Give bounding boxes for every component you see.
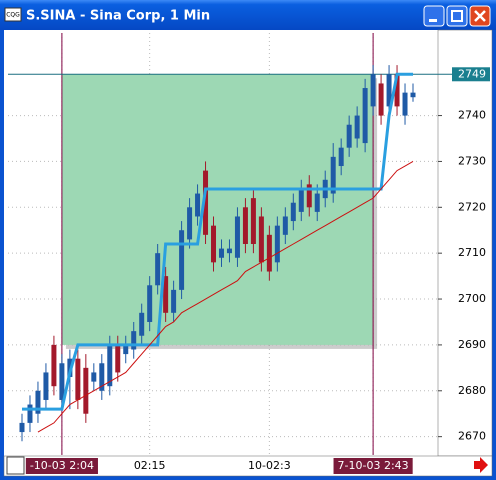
indicator-line xyxy=(22,72,413,411)
candle-body xyxy=(75,358,81,400)
y-tick-label: 2730 xyxy=(458,154,486,167)
price-axis xyxy=(437,29,493,457)
candle-body xyxy=(99,363,105,391)
candle-body xyxy=(139,312,145,336)
candle-body xyxy=(386,74,392,107)
candle-body xyxy=(171,289,177,313)
candle-body xyxy=(107,344,113,387)
close-button[interactable] xyxy=(469,5,491,27)
app-icon xyxy=(4,7,22,22)
candle-body xyxy=(258,216,264,263)
candle-body xyxy=(242,207,248,244)
y-tick-label: 2680 xyxy=(458,384,486,397)
candle-body xyxy=(203,170,209,235)
candle-body xyxy=(155,253,161,286)
candle-body xyxy=(250,198,256,244)
minimize-button[interactable] xyxy=(423,5,445,27)
candle-body xyxy=(43,372,49,400)
candle-body xyxy=(354,115,360,139)
app-icon-text: CQG xyxy=(6,12,20,19)
candle-body xyxy=(91,372,97,382)
y-tick-label: 2690 xyxy=(458,338,486,351)
candle-body xyxy=(163,276,169,313)
title-bar xyxy=(0,0,496,30)
candle-body xyxy=(211,225,217,263)
candle-body xyxy=(402,92,408,116)
scroll-arrow[interactable] xyxy=(474,457,488,473)
candle-body xyxy=(362,88,368,144)
candle-body xyxy=(306,184,312,208)
maximize-button[interactable] xyxy=(446,5,468,27)
candle-body xyxy=(394,74,400,107)
y-tick-label: 2720 xyxy=(458,200,486,213)
candle-body xyxy=(131,331,137,350)
candle-body xyxy=(218,248,224,258)
candle-body xyxy=(298,188,304,212)
candle-body xyxy=(147,285,153,322)
candle-body xyxy=(59,363,65,400)
candle-body xyxy=(35,390,41,414)
candle-body xyxy=(338,147,344,167)
candle-body xyxy=(330,156,336,194)
y-tick-label: 2670 xyxy=(458,430,486,443)
candle-body xyxy=(266,234,272,272)
last-price-label: 2749 xyxy=(458,67,486,80)
candle-body xyxy=(115,344,121,373)
x-tick-label: 10-02:3 xyxy=(248,459,291,472)
x-label-box xyxy=(333,458,413,474)
candle-body xyxy=(19,422,25,433)
y-tick-label: 2740 xyxy=(458,109,486,122)
candle-body xyxy=(234,216,240,258)
axis-corner-box xyxy=(6,456,25,475)
candle-body xyxy=(179,230,185,290)
zone xyxy=(61,74,374,345)
candle-body xyxy=(51,344,57,387)
candle-body xyxy=(83,367,89,414)
x-tick-label: 7-10-03 2:43 xyxy=(338,459,409,472)
candle-body xyxy=(187,207,193,240)
candle-body xyxy=(378,83,384,116)
candle-body xyxy=(27,404,33,423)
last-price-box xyxy=(452,67,490,82)
y-tick-label: 2710 xyxy=(458,246,486,259)
x-label-box xyxy=(25,458,98,474)
indicator-line xyxy=(37,161,414,433)
candle-body xyxy=(226,248,232,254)
candle-body xyxy=(195,193,201,217)
candle-body xyxy=(290,202,296,222)
x-tick-label: -10-03 2:04 xyxy=(30,459,94,472)
candle-body xyxy=(274,225,280,263)
candle-body xyxy=(282,216,288,235)
candle-body xyxy=(370,74,376,107)
candle-body xyxy=(123,344,129,355)
candle-body xyxy=(410,92,416,98)
y-tick-label: 2700 xyxy=(458,292,486,305)
candle-body xyxy=(346,124,352,148)
x-tick-label: 02:15 xyxy=(134,459,166,472)
window-title: S.SINA - Sina Corp, 1 Min xyxy=(26,9,210,24)
candle-body xyxy=(314,193,320,212)
